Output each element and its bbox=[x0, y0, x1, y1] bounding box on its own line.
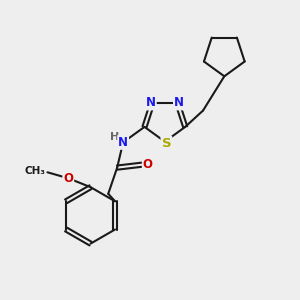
Text: CH₃: CH₃ bbox=[24, 167, 45, 176]
Text: N: N bbox=[118, 136, 128, 149]
Text: H: H bbox=[110, 132, 119, 142]
Text: S: S bbox=[161, 137, 171, 150]
Text: O: O bbox=[63, 172, 73, 185]
Text: N: N bbox=[146, 97, 156, 110]
Text: O: O bbox=[143, 158, 153, 171]
Text: N: N bbox=[174, 97, 184, 110]
